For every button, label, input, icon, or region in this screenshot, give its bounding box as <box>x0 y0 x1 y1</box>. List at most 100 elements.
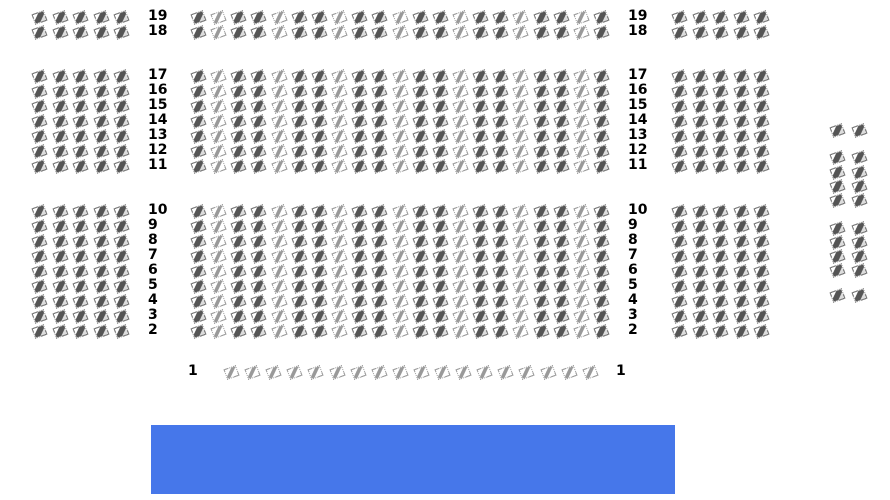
seat[interactable] <box>351 294 368 309</box>
seat[interactable] <box>553 144 570 159</box>
seat[interactable] <box>753 279 770 294</box>
seat[interactable] <box>72 234 89 249</box>
seat[interactable] <box>31 219 48 234</box>
seat[interactable] <box>671 309 688 324</box>
seat[interactable] <box>733 84 749 99</box>
seat[interactable] <box>210 249 227 264</box>
seat[interactable] <box>392 144 408 159</box>
seat[interactable] <box>244 365 261 380</box>
seat[interactable] <box>311 279 328 294</box>
seat[interactable] <box>351 144 368 159</box>
seat[interactable] <box>210 99 227 114</box>
seat[interactable] <box>351 249 368 264</box>
seat[interactable] <box>190 234 207 249</box>
seat[interactable] <box>72 294 89 309</box>
seat[interactable] <box>472 144 489 159</box>
seat[interactable] <box>351 204 368 219</box>
seat[interactable] <box>476 365 493 380</box>
seat[interactable] <box>829 150 846 165</box>
seat[interactable] <box>851 235 868 250</box>
seat[interactable] <box>851 150 868 165</box>
seat[interactable] <box>371 10 388 25</box>
seat[interactable] <box>72 99 89 114</box>
seat[interactable] <box>492 84 509 99</box>
seat[interactable] <box>472 249 489 264</box>
seat[interactable] <box>452 204 469 219</box>
seat[interactable] <box>351 234 368 249</box>
seat[interactable] <box>692 249 708 264</box>
seat[interactable] <box>210 114 227 129</box>
seat[interactable] <box>291 294 308 309</box>
seat[interactable] <box>93 279 109 294</box>
seat[interactable] <box>829 235 846 250</box>
seat[interactable] <box>392 324 408 339</box>
seat[interactable] <box>671 159 688 174</box>
seat[interactable] <box>210 279 227 294</box>
seat[interactable] <box>573 264 590 279</box>
seat[interactable] <box>392 234 408 249</box>
seat[interactable] <box>230 249 247 264</box>
seat[interactable] <box>452 264 469 279</box>
seat[interactable] <box>533 324 550 339</box>
seat[interactable] <box>52 279 68 294</box>
seat[interactable] <box>331 204 348 219</box>
seat[interactable] <box>753 84 770 99</box>
seat[interactable] <box>371 99 388 114</box>
seat[interactable] <box>31 279 48 294</box>
seat[interactable] <box>371 84 388 99</box>
seat[interactable] <box>31 234 48 249</box>
seat[interactable] <box>671 10 688 25</box>
seat[interactable] <box>371 294 388 309</box>
seat[interactable] <box>753 114 770 129</box>
seat[interactable] <box>829 263 846 278</box>
seat[interactable] <box>851 179 868 194</box>
seat[interactable] <box>753 69 770 84</box>
seat[interactable] <box>113 234 130 249</box>
seat[interactable] <box>230 114 247 129</box>
seat[interactable] <box>432 279 449 294</box>
seat[interactable] <box>753 10 770 25</box>
seat[interactable] <box>492 309 509 324</box>
seat[interactable] <box>753 25 770 40</box>
seat[interactable] <box>452 99 469 114</box>
seat[interactable] <box>331 279 348 294</box>
seat[interactable] <box>432 324 449 339</box>
seat[interactable] <box>512 279 529 294</box>
seat[interactable] <box>331 25 348 40</box>
seat[interactable] <box>573 324 590 339</box>
seat[interactable] <box>371 25 388 40</box>
seat[interactable] <box>210 234 227 249</box>
seat[interactable] <box>492 234 509 249</box>
seat[interactable] <box>497 365 514 380</box>
seat[interactable] <box>392 365 409 380</box>
seat[interactable] <box>712 10 729 25</box>
seat[interactable] <box>250 10 267 25</box>
seat[interactable] <box>573 99 590 114</box>
seat[interactable] <box>291 234 308 249</box>
seat[interactable] <box>291 129 308 144</box>
seat[interactable] <box>512 204 529 219</box>
seat[interactable] <box>271 294 288 309</box>
seat[interactable] <box>712 279 729 294</box>
seat[interactable] <box>113 219 130 234</box>
seat[interactable] <box>851 288 868 303</box>
seat[interactable] <box>291 204 308 219</box>
seat[interactable] <box>412 99 429 114</box>
seat[interactable] <box>190 264 207 279</box>
seat[interactable] <box>52 234 68 249</box>
seat[interactable] <box>311 84 328 99</box>
seat[interactable] <box>512 324 529 339</box>
seat[interactable] <box>190 25 207 40</box>
seat[interactable] <box>371 114 388 129</box>
seat[interactable] <box>311 10 328 25</box>
seat[interactable] <box>371 219 388 234</box>
seat[interactable] <box>93 129 109 144</box>
seat[interactable] <box>553 264 570 279</box>
seat[interactable] <box>455 365 472 380</box>
seat[interactable] <box>553 234 570 249</box>
seat[interactable] <box>733 69 749 84</box>
seat[interactable] <box>533 69 550 84</box>
seat[interactable] <box>331 234 348 249</box>
seat[interactable] <box>351 309 368 324</box>
seat[interactable] <box>692 10 708 25</box>
